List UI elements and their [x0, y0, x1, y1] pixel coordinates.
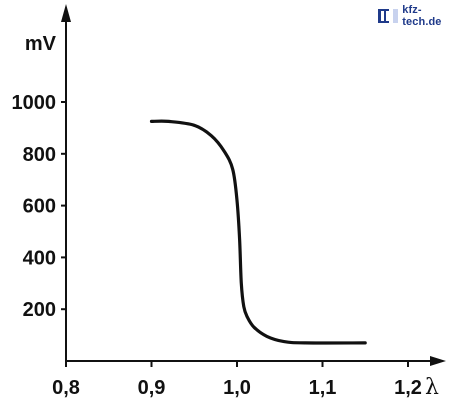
logo-accent-icon [393, 9, 399, 23]
x-tick-label: 1,2 [394, 377, 422, 399]
logo-text: kfz-tech.de [402, 4, 442, 28]
y-tick-label: 400 [23, 247, 56, 269]
series-line [149, 119, 367, 345]
y-tick-label: 200 [23, 299, 56, 321]
logo-mark-icon [378, 9, 390, 23]
y-tick-label: 600 [23, 196, 56, 218]
kfz-tech-logo: kfz-tech.de [378, 4, 450, 28]
x-axis-label: λ [425, 375, 439, 400]
axes [61, 4, 446, 366]
y-axis-arrow-icon [61, 4, 71, 22]
y-tick-label: 800 [23, 144, 56, 166]
x-tick-label: 1,0 [223, 377, 251, 399]
x-tick-label: 0,8 [52, 377, 80, 399]
x-tick-label: 0,9 [138, 377, 166, 399]
y-axis-label: mV [25, 33, 57, 55]
series-layer [149, 119, 367, 345]
x-tick-label: 1,1 [309, 377, 337, 399]
x-axis-arrow-icon [430, 356, 446, 366]
y-tick-label: 1000 [12, 92, 57, 114]
ticks: 200 400 600 800 1000 0,8 0,9 1,0 1,1 1,2 [12, 92, 422, 399]
